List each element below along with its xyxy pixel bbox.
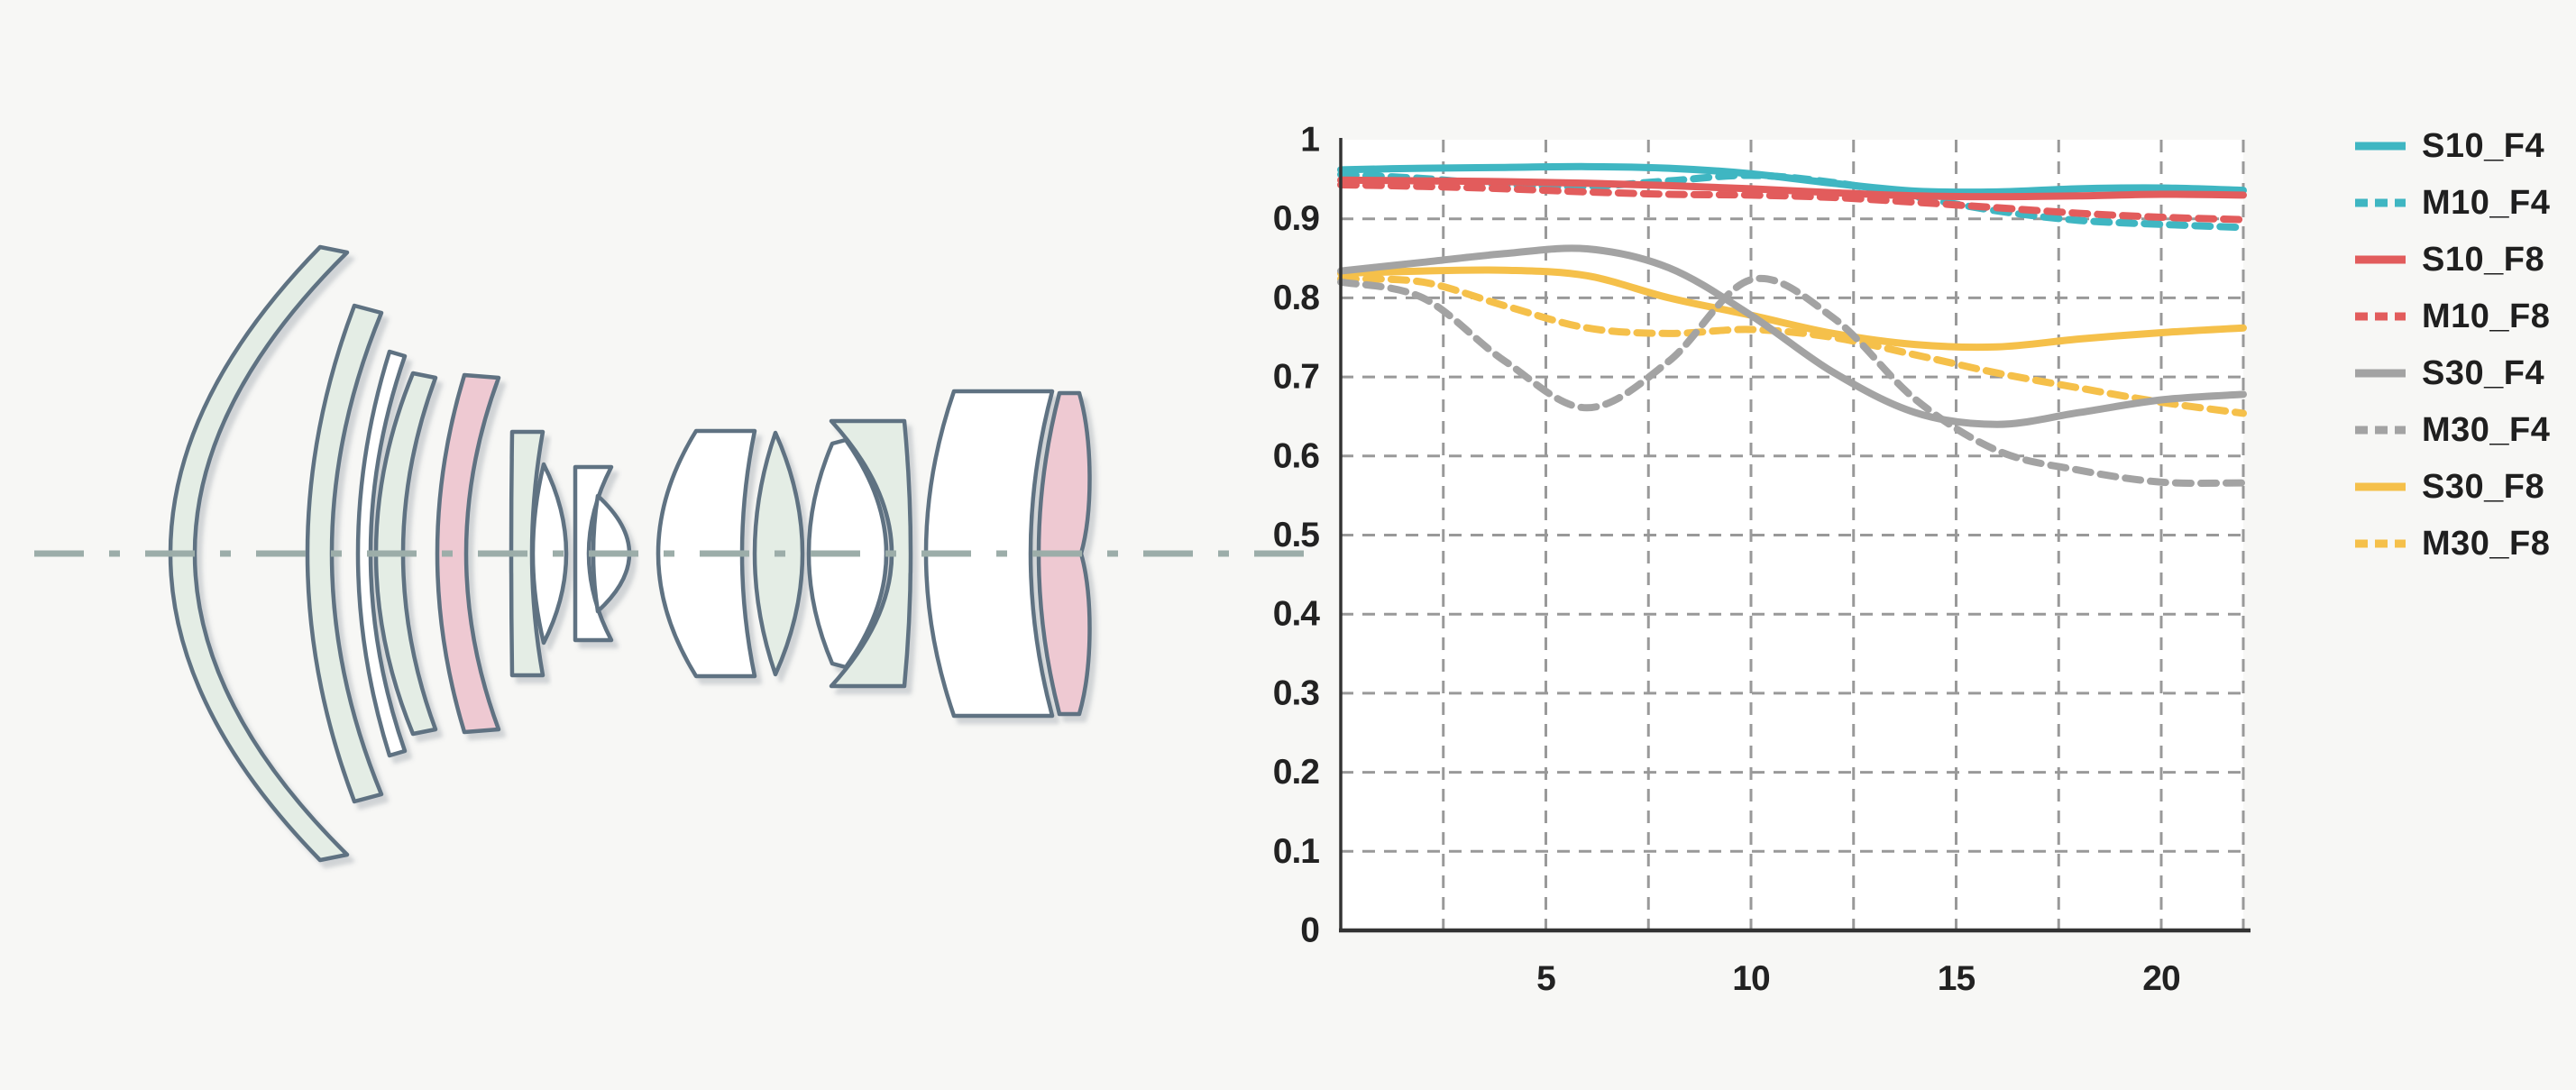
tick-labels: 00.10.20.30.40.50.60.70.80.915 10 15 20 bbox=[1273, 121, 2181, 999]
element-4-meniscus bbox=[373, 371, 438, 737]
element-2-meniscus bbox=[305, 303, 384, 804]
element-3-thin-meniscus bbox=[355, 349, 408, 758]
series-line-M30_F4 bbox=[1337, 274, 2247, 488]
chart-legend: S10_F4 M10_F4 S10_F8 M10_F8 S30_F4 M30_F4 S30_… bbox=[2355, 127, 2550, 563]
legend-label: M30_F8 bbox=[2422, 525, 2550, 563]
legend-item-S30_F4: S30_F4 bbox=[2355, 354, 2544, 392]
legend-item-S10_F4: S10_F4 bbox=[2355, 127, 2544, 165]
legend-item-S30_F8: S30_F8 bbox=[2355, 468, 2544, 506]
legend-label: M30_F4 bbox=[2422, 411, 2550, 449]
mtf-chart: 00.10.20.30.40.50.60.70.80.915 10 15 20 bbox=[1273, 121, 2251, 999]
series-line-M10_F8 bbox=[1337, 180, 2247, 224]
x-tick-label: 15 bbox=[1938, 959, 1976, 998]
y-tick-label: 1 bbox=[1300, 121, 1319, 160]
y-tick-label: 0 bbox=[1300, 911, 1319, 950]
legend-label: M10_F8 bbox=[2422, 298, 2550, 335]
series-line-M30_F8 bbox=[1337, 275, 2247, 417]
y-tick-label: 0.9 bbox=[1273, 199, 1320, 238]
y-tick-label: 0.4 bbox=[1273, 595, 1321, 634]
series-line-S10_F8 bbox=[1337, 176, 2247, 201]
gridlines bbox=[1341, 140, 2245, 930]
legend-label: S10_F8 bbox=[2422, 241, 2544, 279]
y-tick-label: 0.6 bbox=[1273, 436, 1320, 475]
legend-item-M30_F8: M30_F8 bbox=[2355, 525, 2550, 563]
legend-label: S30_F4 bbox=[2422, 354, 2544, 392]
element-1-front-meniscus bbox=[168, 244, 350, 863]
y-tick-label: 0.1 bbox=[1273, 832, 1320, 871]
y-tick-label: 0.8 bbox=[1273, 279, 1320, 317]
legend-label: S10_F4 bbox=[2422, 127, 2544, 165]
legend-item-M10_F4: M10_F4 bbox=[2355, 184, 2550, 222]
element-14-rear-block bbox=[923, 389, 1055, 719]
element-7-biconvex bbox=[530, 462, 569, 646]
y-tick-label: 0.2 bbox=[1273, 753, 1320, 792]
y-tick-label: 0.7 bbox=[1273, 358, 1319, 397]
y-tick-label: 0.5 bbox=[1273, 516, 1320, 554]
legend-item-M10_F8: M10_F8 bbox=[2355, 298, 2550, 335]
series-curves bbox=[1337, 162, 2247, 488]
element-5-pink-meniscus bbox=[435, 372, 501, 735]
series-line-S30_F8 bbox=[1337, 266, 2247, 352]
lens-cross-section bbox=[34, 244, 1306, 863]
x-tick-label: 10 bbox=[1732, 959, 1770, 998]
legend-item-M30_F4: M30_F4 bbox=[2355, 411, 2550, 449]
x-tick-label: 5 bbox=[1536, 959, 1555, 998]
series-line-S30_F4 bbox=[1337, 244, 2247, 428]
x-tick-label: 20 bbox=[2142, 959, 2180, 998]
legend-label: M10_F4 bbox=[2422, 184, 2550, 222]
legend-item-S10_F8: S10_F8 bbox=[2355, 241, 2544, 279]
element-8-plano-concave bbox=[573, 464, 614, 643]
element-13-green-block bbox=[829, 418, 913, 689]
legend-label: S30_F8 bbox=[2422, 468, 2544, 506]
y-tick-label: 0.3 bbox=[1273, 673, 1320, 712]
